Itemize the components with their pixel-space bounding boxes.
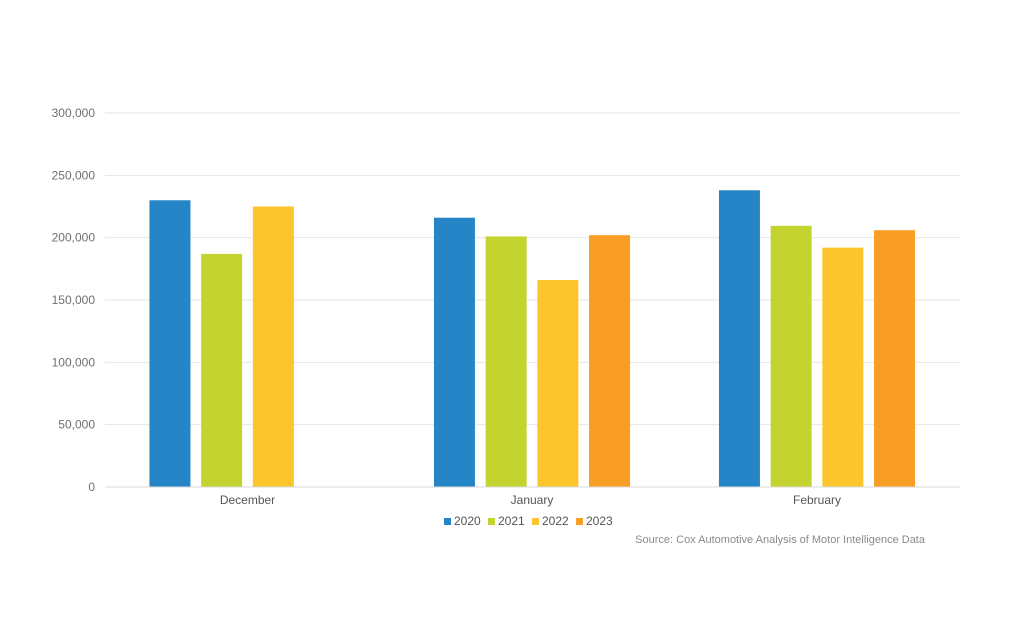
- bar-december-2021: [201, 253, 243, 487]
- y-tick-label: 100,000: [52, 355, 96, 369]
- bar-january-2022: [537, 280, 579, 487]
- legend-swatch-2021: [488, 518, 495, 525]
- x-tick-label: January: [511, 493, 554, 507]
- gridlines: [105, 112, 960, 426]
- bar-december-2020: [149, 200, 191, 487]
- legend-label-2022: 2022: [542, 514, 569, 528]
- y-tick-label: 300,000: [52, 106, 96, 120]
- bar-february-2022: [822, 247, 864, 487]
- bar-february-2023: [874, 230, 916, 488]
- bar-january-2021: [485, 236, 527, 487]
- y-tick-label: 150,000: [52, 293, 96, 307]
- bar-december-2022: [252, 206, 294, 487]
- x-axis-labels: December January February: [220, 493, 841, 507]
- legend-label-2020: 2020: [454, 514, 481, 528]
- bar-january-2023: [589, 235, 631, 487]
- x-tick-label: December: [220, 493, 275, 507]
- legend-swatch-2020: [444, 518, 451, 525]
- legend: 2020 2021 2022 2023: [444, 514, 613, 528]
- y-axis-ticks: 0 50,000 100,000 150,000 200,000 250,000 300,0…: [52, 106, 96, 494]
- legend-swatch-2022: [532, 518, 539, 525]
- legend-label-2023: 2023: [586, 514, 613, 528]
- y-tick-label: 0: [88, 480, 95, 494]
- bar-january-2020: [433, 217, 475, 487]
- y-tick-label: 200,000: [52, 231, 96, 245]
- bar-february-2020: [718, 190, 760, 487]
- y-tick-label: 50,000: [58, 418, 95, 432]
- bar-february-2021: [770, 225, 812, 487]
- source-note: Source: Cox Automotive Analysis of Motor…: [635, 534, 926, 546]
- y-tick-label: 250,000: [52, 168, 96, 182]
- bars: [149, 190, 916, 488]
- x-tick-label: February: [793, 493, 841, 507]
- legend-label-2021: 2021: [498, 514, 525, 528]
- legend-swatch-2023: [576, 518, 583, 525]
